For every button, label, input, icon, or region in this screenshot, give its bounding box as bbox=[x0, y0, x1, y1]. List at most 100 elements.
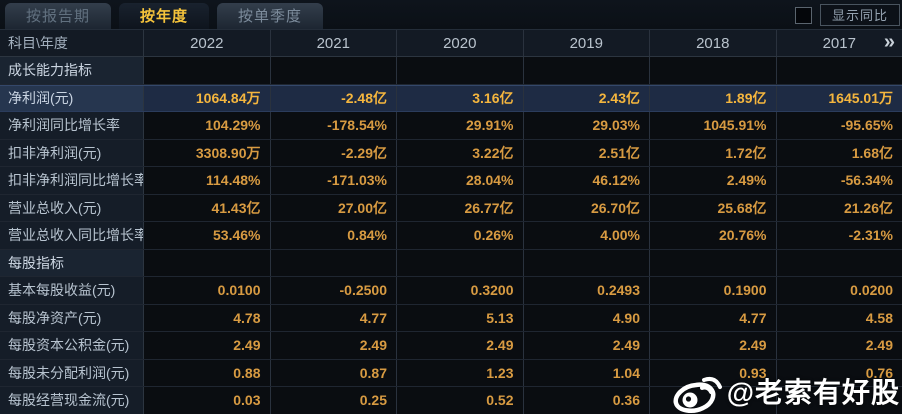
value-cell: 0.0100 bbox=[144, 277, 271, 304]
table-row[interactable]: 扣非净利润(元) 3308.90万 -2.29亿 3.22亿 2.51亿 1.72亿 1.6… bbox=[0, 139, 902, 167]
value-cell: 1064.84万 bbox=[144, 85, 271, 111]
value-cell bbox=[650, 387, 777, 414]
year-header-label: 2017 bbox=[822, 34, 856, 52]
tab-by-quarter[interactable]: 按单季度 bbox=[217, 3, 324, 29]
value-cell: 0.84% bbox=[270, 222, 397, 249]
value-cell: -56.34% bbox=[776, 167, 902, 194]
value-cell bbox=[270, 249, 397, 276]
value-cell: 1045.91% bbox=[650, 112, 777, 139]
value-cell: 1.04 bbox=[523, 359, 650, 386]
value-cell: 46.12% bbox=[523, 167, 650, 194]
year-header-2018[interactable]: 2018 bbox=[650, 30, 777, 56]
table-body: 成长能力指标 净利润(元) 1064.84万 -2.48亿 3.16亿 2.43亿 1.89… bbox=[0, 57, 902, 414]
row-label: 基本每股收益(元) bbox=[0, 277, 144, 304]
value-cell: 0.87 bbox=[270, 359, 397, 386]
value-cell: 2.49 bbox=[650, 332, 777, 359]
value-cell: 3308.90万 bbox=[144, 139, 271, 166]
value-cell bbox=[776, 387, 902, 414]
value-cell: 2.49 bbox=[776, 332, 902, 359]
table-row[interactable]: 扣非净利润同比增长率 114.48% -171.03% 28.04% 46.12% 2.4… bbox=[0, 167, 902, 195]
row-label: 营业总收入(元) bbox=[0, 194, 144, 221]
value-cell: 27.00亿 bbox=[270, 194, 397, 221]
value-cell: 29.91% bbox=[397, 112, 524, 139]
value-cell: 2.51亿 bbox=[523, 139, 650, 166]
value-cell: 0.88 bbox=[144, 359, 271, 386]
value-cell: 4.78 bbox=[144, 304, 271, 331]
value-cell: 1.23 bbox=[397, 359, 524, 386]
value-cell: 0.25 bbox=[270, 387, 397, 414]
value-cell: 2.43亿 bbox=[523, 85, 650, 111]
value-cell: 41.43亿 bbox=[144, 194, 271, 221]
value-cell: -95.65% bbox=[776, 112, 902, 139]
value-cell: 0.76 bbox=[776, 359, 902, 386]
table-row[interactable]: 基本每股收益(元) 0.0100 -0.2500 0.3200 0.2493 0.1900… bbox=[0, 277, 902, 305]
table-row[interactable]: 每股净资产(元) 4.78 4.77 5.13 4.90 4.77 4.58 bbox=[0, 304, 902, 332]
tab-by-year[interactable]: 按年度 bbox=[119, 3, 210, 29]
value-cell: 0.52 bbox=[397, 387, 524, 414]
table-header-row: 科目\年度 2022 2021 2020 2019 2018 2017 » bbox=[0, 29, 902, 57]
table-row[interactable]: 每股未分配利润(元) 0.88 0.87 1.23 1.04 0.93 0.76 bbox=[0, 359, 902, 387]
table-row[interactable]: 净利润(元) 1064.84万 -2.48亿 3.16亿 2.43亿 1.89亿 1645.… bbox=[0, 84, 902, 112]
value-cell: 26.77亿 bbox=[397, 194, 524, 221]
value-cell bbox=[776, 249, 902, 276]
corner-header: 科目\年度 bbox=[0, 30, 144, 56]
value-cell: 2.49 bbox=[144, 332, 271, 359]
table-row[interactable]: 营业总收入同比增长率 53.46% 0.84% 0.26% 4.00% 20.76% -2.… bbox=[0, 222, 902, 250]
value-cell: -2.48亿 bbox=[270, 85, 397, 111]
table-row[interactable]: 营业总收入(元) 41.43亿 27.00亿 26.77亿 26.70亿 25.68亿 21… bbox=[0, 194, 902, 222]
row-label: 扣非净利润同比增长率 bbox=[0, 167, 144, 194]
value-cell bbox=[397, 57, 524, 84]
value-cell bbox=[650, 57, 777, 84]
value-cell: 2.49 bbox=[270, 332, 397, 359]
row-label: 成长能力指标 bbox=[0, 57, 144, 84]
value-cell bbox=[144, 249, 271, 276]
more-years-icon[interactable]: » bbox=[883, 31, 895, 54]
value-cell: 3.16亿 bbox=[397, 85, 524, 111]
value-cell: 2.49 bbox=[397, 332, 524, 359]
row-label: 营业总收入同比增长率 bbox=[0, 222, 144, 249]
period-tabbar: 按报告期 按年度 按单季度 显示同比 bbox=[0, 0, 902, 29]
value-cell: 28.04% bbox=[397, 167, 524, 194]
row-label: 净利润同比增长率 bbox=[0, 112, 144, 139]
value-cell: 4.77 bbox=[270, 304, 397, 331]
value-cell: 3.22亿 bbox=[397, 139, 524, 166]
value-cell: 1.72亿 bbox=[650, 139, 777, 166]
table-row[interactable]: 净利润同比增长率 104.29% -178.54% 29.91% 29.03% 1045.… bbox=[0, 112, 902, 140]
value-cell: 4.00% bbox=[523, 222, 650, 249]
row-label: 每股资本公积金(元) bbox=[0, 332, 144, 359]
value-cell bbox=[144, 57, 271, 84]
table-row[interactable]: 每股经营现金流(元) 0.03 0.25 0.52 0.36 bbox=[0, 387, 902, 414]
value-cell: 29.03% bbox=[523, 112, 650, 139]
row-label: 每股指标 bbox=[0, 249, 144, 276]
value-cell bbox=[776, 57, 902, 84]
value-cell bbox=[397, 249, 524, 276]
value-cell: -171.03% bbox=[270, 167, 397, 194]
year-header-2017[interactable]: 2017 » bbox=[776, 30, 902, 56]
row-label: 净利润(元) bbox=[0, 85, 144, 111]
show-yoy-label[interactable]: 显示同比 bbox=[819, 4, 900, 26]
value-cell bbox=[650, 249, 777, 276]
value-cell: 0.2493 bbox=[523, 277, 650, 304]
value-cell: 0.3200 bbox=[397, 277, 524, 304]
tab-by-report-period[interactable]: 按报告期 bbox=[5, 3, 112, 29]
value-cell: -2.31% bbox=[776, 222, 902, 249]
show-yoy-checkbox[interactable] bbox=[794, 7, 812, 24]
value-cell: 2.49 bbox=[523, 332, 650, 359]
value-cell bbox=[270, 57, 397, 84]
year-header-2019[interactable]: 2019 bbox=[523, 30, 650, 56]
value-cell: 114.48% bbox=[144, 167, 271, 194]
year-header-2020[interactable]: 2020 bbox=[397, 30, 524, 56]
value-cell: 26.70亿 bbox=[523, 194, 650, 221]
value-cell: -2.29亿 bbox=[270, 139, 397, 166]
year-header-2022[interactable]: 2022 bbox=[144, 30, 271, 56]
value-cell: 5.13 bbox=[397, 304, 524, 331]
value-cell: 104.29% bbox=[144, 112, 271, 139]
value-cell: 1645.01万 bbox=[776, 85, 902, 111]
value-cell: 4.77 bbox=[650, 304, 777, 331]
value-cell: 2.49% bbox=[650, 167, 777, 194]
year-header-2021[interactable]: 2021 bbox=[270, 30, 397, 56]
table-row[interactable]: 每股资本公积金(元) 2.49 2.49 2.49 2.49 2.49 2.49 bbox=[0, 332, 902, 360]
value-cell: 0.36 bbox=[523, 387, 650, 414]
row-label: 每股经营现金流(元) bbox=[0, 387, 144, 414]
